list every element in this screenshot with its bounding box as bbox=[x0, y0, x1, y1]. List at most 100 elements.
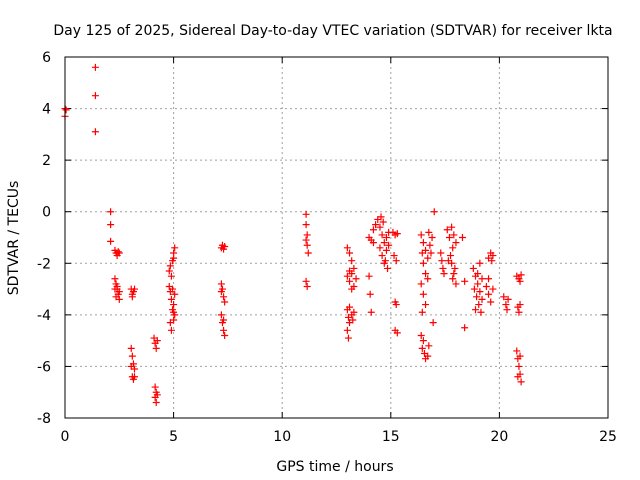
data-point bbox=[153, 337, 161, 345]
data-point bbox=[302, 210, 310, 218]
data-point bbox=[166, 262, 174, 270]
data-point bbox=[424, 352, 432, 360]
data-point bbox=[515, 308, 523, 316]
data-point bbox=[112, 293, 120, 301]
data-point bbox=[170, 254, 178, 262]
data-point bbox=[221, 298, 229, 306]
data-point bbox=[439, 264, 447, 272]
grid-lines bbox=[65, 57, 608, 418]
data-point bbox=[517, 271, 525, 279]
data-point bbox=[422, 270, 430, 278]
data-point bbox=[487, 298, 495, 306]
data-point bbox=[366, 290, 374, 298]
data-point bbox=[343, 244, 351, 252]
data-point bbox=[461, 324, 469, 332]
data-point bbox=[343, 326, 351, 334]
data-point bbox=[153, 391, 161, 399]
data-point bbox=[221, 243, 229, 251]
y-axis-label: SDTVAR / TECUs bbox=[6, 181, 22, 296]
data-point bbox=[107, 208, 115, 216]
data-point bbox=[393, 329, 401, 337]
data-point bbox=[500, 293, 508, 301]
plot-frame bbox=[64, 56, 609, 419]
data-point bbox=[369, 226, 377, 234]
data-point bbox=[382, 246, 390, 254]
data-point bbox=[474, 270, 482, 278]
data-point bbox=[461, 277, 469, 285]
data-point bbox=[348, 257, 356, 265]
data-point bbox=[474, 280, 482, 288]
data-point bbox=[367, 308, 375, 316]
data-point bbox=[448, 223, 456, 231]
data-point bbox=[114, 248, 122, 256]
data-point bbox=[346, 249, 354, 257]
data-point bbox=[344, 334, 352, 342]
data-point bbox=[452, 280, 460, 288]
data-point bbox=[91, 92, 99, 100]
data-point bbox=[302, 236, 310, 244]
data-point bbox=[473, 293, 481, 301]
chart-title: Day 125 of 2025, Sidereal Day-to-day VTE… bbox=[53, 23, 612, 39]
data-point bbox=[418, 344, 426, 352]
data-point bbox=[217, 280, 225, 288]
axis-ticks: 0 5 10 15 20 25 -8 -6 -4 -2 0 2 4 6 bbox=[37, 50, 617, 445]
data-point bbox=[303, 282, 311, 290]
data-point bbox=[419, 337, 427, 345]
data-point bbox=[220, 316, 228, 324]
data-point bbox=[517, 378, 525, 386]
data-point bbox=[488, 257, 496, 265]
x-axis-label: GPS time / hours bbox=[276, 459, 393, 475]
data-point bbox=[131, 285, 139, 293]
data-point bbox=[447, 252, 455, 260]
data-point bbox=[377, 213, 385, 221]
data-point bbox=[372, 221, 380, 229]
data-point bbox=[514, 373, 522, 381]
data-point bbox=[458, 234, 466, 241]
data-point bbox=[449, 275, 457, 283]
data-point bbox=[515, 362, 523, 370]
data-point bbox=[489, 285, 497, 293]
data-point bbox=[107, 221, 115, 229]
data-point bbox=[304, 249, 312, 257]
data-point bbox=[419, 239, 427, 247]
data-point bbox=[392, 257, 400, 265]
data-point bbox=[350, 308, 358, 316]
data-point bbox=[516, 301, 524, 309]
data-point bbox=[91, 128, 99, 136]
data-point bbox=[152, 344, 160, 352]
data-point bbox=[502, 301, 510, 309]
data-point bbox=[503, 306, 511, 314]
data-point bbox=[516, 352, 524, 360]
data-point bbox=[445, 234, 453, 241]
data-point bbox=[437, 249, 445, 257]
data-point bbox=[417, 280, 425, 288]
data-point bbox=[352, 275, 360, 283]
data-point bbox=[513, 347, 521, 355]
data-point bbox=[343, 272, 351, 280]
data-point bbox=[303, 241, 311, 249]
data-point bbox=[450, 231, 458, 239]
data-point bbox=[365, 234, 373, 241]
data-point bbox=[489, 252, 497, 260]
data-point bbox=[91, 63, 99, 71]
x-tick-label: 20 bbox=[490, 429, 508, 445]
data-point bbox=[469, 264, 477, 272]
data-point bbox=[382, 234, 390, 241]
y-tick-label: 2 bbox=[42, 153, 51, 169]
data-point bbox=[381, 257, 389, 265]
data-point bbox=[393, 230, 401, 238]
data-point bbox=[115, 249, 123, 257]
data-point bbox=[475, 301, 483, 309]
data-point bbox=[113, 282, 121, 290]
x-tick-label: 10 bbox=[273, 429, 291, 445]
data-point bbox=[107, 237, 115, 245]
data-point bbox=[349, 316, 357, 324]
data-point bbox=[221, 331, 229, 339]
data-point bbox=[424, 254, 432, 262]
data-point bbox=[440, 270, 448, 278]
data-point bbox=[302, 277, 310, 285]
data-point bbox=[428, 234, 436, 241]
data-point bbox=[504, 295, 512, 303]
data-point bbox=[449, 244, 457, 252]
data-point bbox=[378, 252, 386, 260]
